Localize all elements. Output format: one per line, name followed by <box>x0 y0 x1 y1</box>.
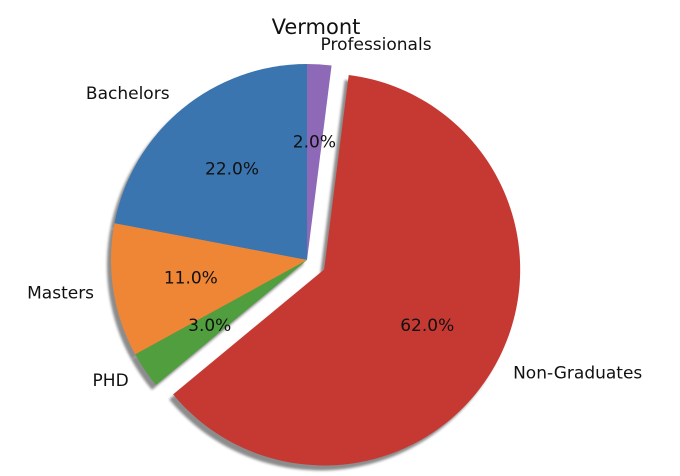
slice-label-professionals: Professionals <box>321 35 432 55</box>
pct-label-masters: 11.0% <box>164 268 218 288</box>
pie-slices <box>111 64 521 466</box>
pie-slice-bachelors <box>114 64 307 260</box>
pie-slice-masters <box>111 223 307 355</box>
pct-label-non-graduates: 62.0% <box>400 316 454 336</box>
pct-label-phd: 3.0% <box>188 316 231 336</box>
pct-label-professionals: 2.0% <box>293 133 336 153</box>
chart-title: Vermont <box>272 15 361 39</box>
slice-label-masters: Masters <box>27 284 94 304</box>
slice-label-phd: PHD <box>93 371 129 391</box>
pie-slice-non-graduates <box>173 74 521 466</box>
pie-slice-professionals <box>307 64 332 260</box>
pct-label-bachelors: 22.0% <box>205 159 259 179</box>
pie-slice-phd <box>135 260 307 385</box>
slice-label-bachelors: Bachelors <box>86 84 170 104</box>
slice-label-non-graduates: Non-Graduates <box>513 363 642 383</box>
pie-labels: 22.0% Bachelors 11.0% Masters 3.0% PHD 62.0% No… <box>27 35 642 391</box>
